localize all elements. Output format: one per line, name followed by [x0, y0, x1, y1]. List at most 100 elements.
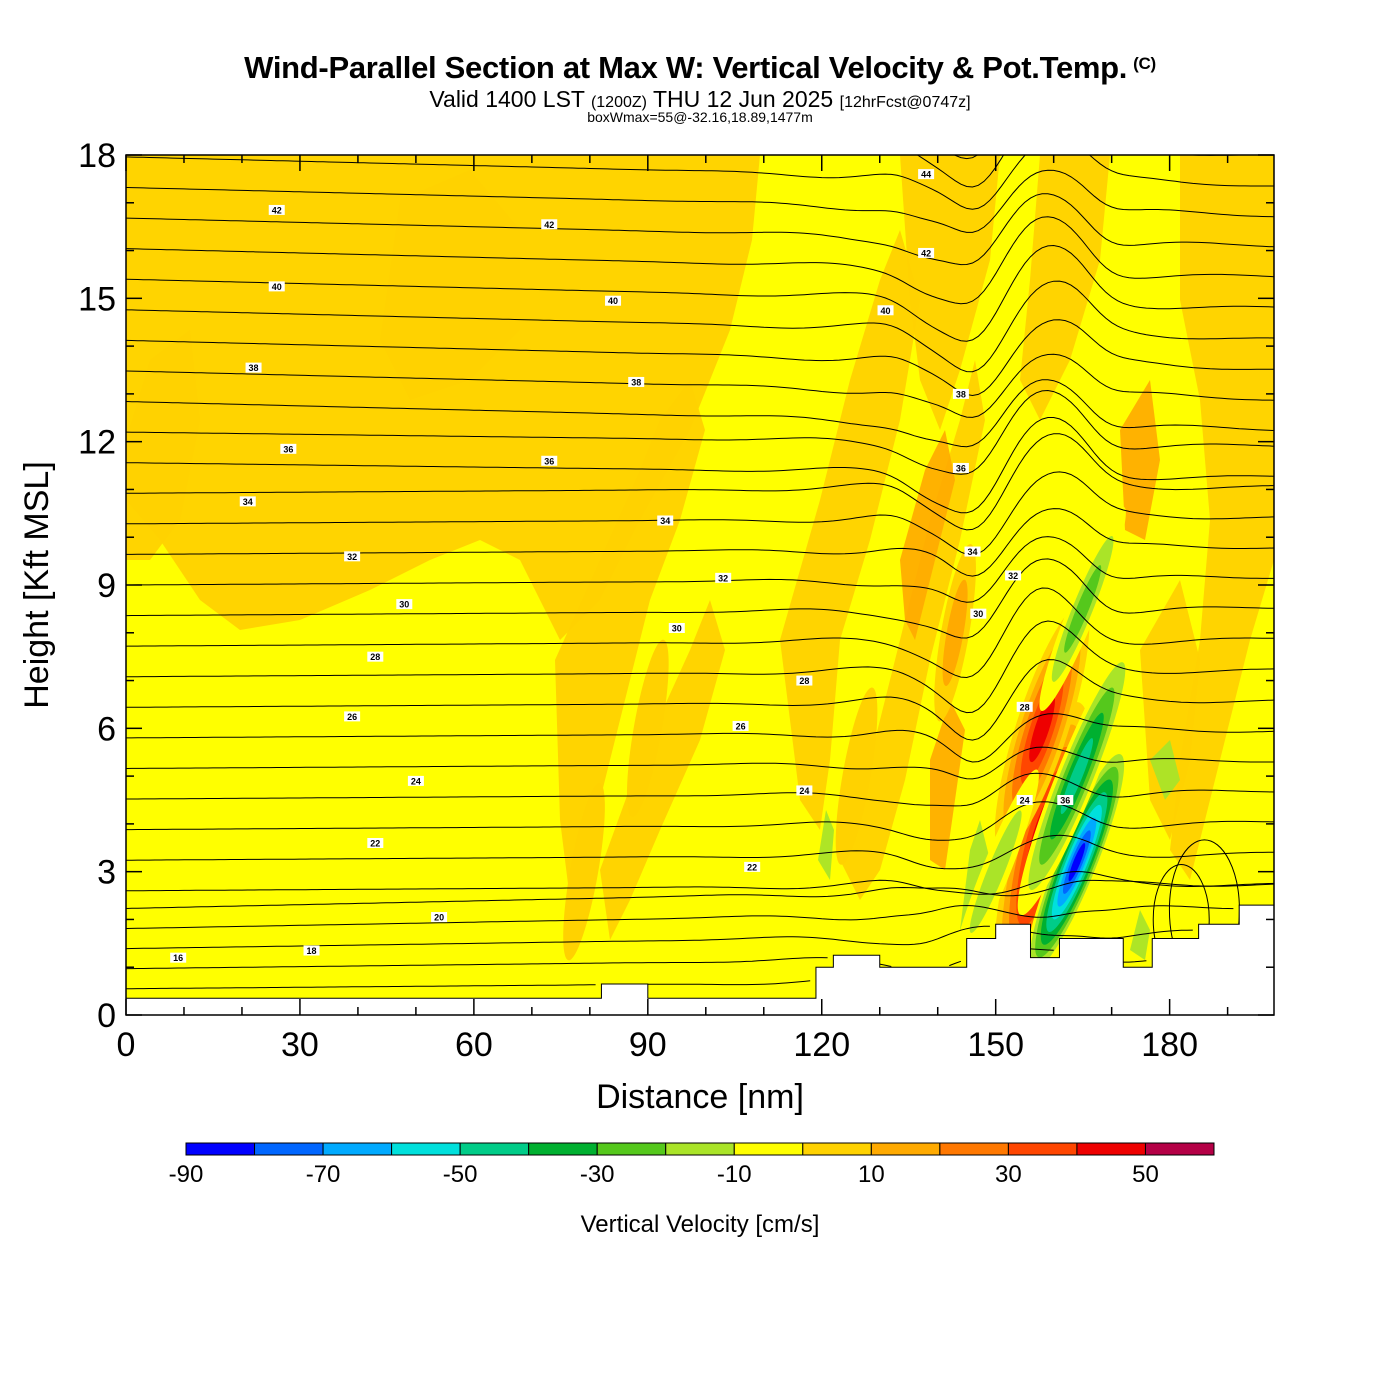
colorbar-label: 50	[1132, 1161, 1159, 1188]
shade-band	[555, 380, 705, 900]
isentrope-label-text: 32	[1008, 571, 1018, 581]
colorbar-swatch	[528, 1142, 598, 1156]
isentrope-label-text: 24	[1020, 796, 1030, 806]
isentrope-line	[126, 925, 1193, 950]
isentrope-label-text: 24	[411, 776, 421, 786]
shade-band-deep	[900, 430, 955, 640]
isentrope-label: 28	[1016, 701, 1033, 712]
isentrope-label-box	[1057, 795, 1074, 805]
isentrope-line	[126, 216, 1274, 305]
isentrope-label-text: 26	[736, 721, 746, 731]
shade-band	[126, 155, 760, 640]
isentrope-label-box	[796, 675, 813, 686]
isentrope-label-text: 32	[347, 552, 357, 562]
isentrope-line	[126, 870, 1274, 895]
isentrope-label: 26	[732, 720, 749, 731]
isentrope-label-box	[367, 651, 384, 662]
updraft-cell	[1029, 694, 1055, 763]
colorbar-swatch	[596, 1142, 667, 1156]
isentrope-label-text: 30	[973, 609, 983, 619]
y-tick-label: 9	[97, 567, 116, 605]
shade-band	[1140, 580, 1200, 840]
isentrope-line	[126, 508, 1274, 577]
isentrope-line	[126, 193, 1274, 266]
valid-date: THU 12 Jun 2025	[652, 86, 834, 112]
isentrope-label-box	[431, 912, 448, 923]
isentrope-line	[126, 746, 1274, 780]
isentrope-label: 22	[367, 838, 384, 849]
isentrope-label-box	[918, 247, 935, 258]
isentrope-label: 26	[344, 711, 361, 722]
shade-band-deep	[930, 700, 965, 870]
colorbar-swatch	[1007, 1142, 1078, 1156]
y-tick-label: 12	[78, 424, 116, 462]
isentrope-label: 36	[952, 462, 969, 473]
valid-time: Valid 1400 LST	[429, 86, 585, 112]
updraft-cell	[563, 783, 605, 961]
colorbar-label: -70	[306, 1161, 341, 1188]
isentrope-label-text: 28	[1020, 702, 1030, 712]
isentrope-label-box	[170, 952, 187, 963]
isentrope-line	[126, 801, 1274, 841]
isentrope-label-text: 36	[1060, 796, 1070, 806]
x-tick-label: 60	[455, 1026, 493, 1064]
y-tick-label: 15	[78, 280, 116, 318]
x-tick-label: 150	[967, 1026, 1024, 1064]
isentrope-label-box	[239, 496, 256, 507]
isentrope-label: 36	[1057, 795, 1074, 806]
shade-band	[780, 230, 920, 830]
isentrope-label: 34	[657, 515, 674, 526]
isentrope-line	[126, 904, 1234, 929]
isentrope-label: 36	[541, 455, 558, 466]
isentrope-line	[126, 353, 1274, 418]
isentrope-label-box	[657, 515, 674, 526]
isentrope-label-text: 40	[272, 282, 282, 292]
terrain	[126, 904, 1274, 1015]
isentrope-label: 30	[396, 599, 413, 610]
isentrope-line	[126, 471, 1274, 556]
y-tick-label: 3	[97, 854, 116, 892]
isentrope-line	[126, 379, 1274, 448]
isentrope-label-text: 36	[956, 463, 966, 473]
isentrope-label-text: 22	[370, 839, 380, 849]
isentrope-label: 30	[970, 608, 987, 619]
x-tick-label: 180	[1141, 1026, 1198, 1064]
isentrope-line	[126, 417, 1274, 514]
colorbar-swatch	[802, 1142, 872, 1156]
forecast-info: [12hrFcst@0747z]	[839, 94, 971, 111]
isentrope-label: 38	[628, 376, 645, 387]
colorbar-swatch	[1076, 1142, 1146, 1156]
downdraft-cell	[1064, 565, 1102, 653]
shade-band	[380, 170, 520, 400]
isentrope-line	[126, 536, 1274, 603]
isentrope-label-box	[970, 608, 987, 619]
isentrope-line	[126, 244, 1274, 342]
isentrope-label: 16	[170, 952, 187, 963]
isentrope-label: 28	[367, 651, 384, 662]
updraft-cell	[942, 579, 968, 686]
isentrope-line	[126, 713, 1274, 763]
updraft-cell	[835, 687, 878, 865]
colorbar-label: 30	[995, 1161, 1022, 1188]
isentrope-line	[126, 834, 1274, 870]
isentrope-label-box	[541, 219, 558, 230]
isentrope-label-box	[964, 546, 981, 557]
colorbar-label: -30	[580, 1161, 615, 1188]
isentrope-label-box	[407, 775, 424, 786]
isentrope-line	[126, 587, 1274, 679]
isentrope-label-box	[268, 281, 285, 292]
isentrope-label-box	[628, 376, 645, 387]
y-tick-label: 18	[78, 137, 116, 175]
isentrope-label-text: 30	[672, 624, 682, 634]
copyright-mark: (C)	[1133, 54, 1156, 73]
colorbar-swatch	[870, 1142, 941, 1156]
isentrope-label-text: 34	[243, 497, 253, 507]
isentrope-label-box	[245, 362, 262, 373]
plot-area: 16 18 20 22 22 24 24 24 26 26 28 28 28 30 30 30 32 32 32 34…	[126, 155, 1274, 1015]
isentrope-label: 24	[1016, 795, 1033, 806]
isentrope-label-box	[952, 462, 969, 473]
isentrope-label-text: 18	[307, 946, 317, 956]
isentrope-label-box	[877, 305, 894, 316]
isentrope-label-box	[796, 785, 813, 796]
